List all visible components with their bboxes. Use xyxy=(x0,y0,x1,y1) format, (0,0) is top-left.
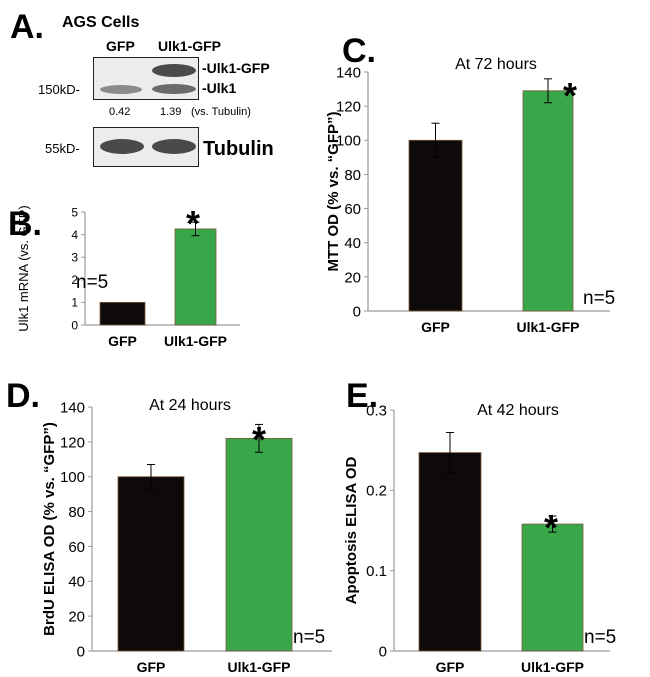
panel-d-y-tick-label: 40 xyxy=(68,574,85,591)
panel-b-y-tick-label: 0 xyxy=(71,318,78,332)
panel-c-x-tick-label-ulk1-gfp: Ulk1-GFP xyxy=(516,319,579,335)
panel-d-x-tick-label-ulk1-gfp: Ulk1-GFP xyxy=(227,659,290,675)
band-label-ulk1-gfp: -Ulk1-GFP xyxy=(202,60,270,76)
panel-c-n-annotation: n=5 xyxy=(583,288,615,309)
panel-d-y-tick-label: 20 xyxy=(68,609,85,626)
ulk1-blot xyxy=(93,57,199,100)
lane-label-ulk1-gfp: Ulk1-GFP xyxy=(158,38,222,54)
panel-e-bar-gfp xyxy=(418,452,482,652)
ratio-ulk1-gfp: 1.39 xyxy=(160,106,182,118)
panel-d-y-tick-label: 140 xyxy=(60,399,85,416)
panel-b-x-tick-label-ulk1-gfp: Ulk1-GFP xyxy=(164,333,227,349)
panel-d-y-tick-label: 120 xyxy=(60,434,85,451)
panel-e-y-tick-label: 0.1 xyxy=(366,563,387,580)
tubulin-band-gfp-lane xyxy=(100,139,144,154)
panel-c-y-tick-label: 40 xyxy=(344,235,361,252)
panel-d-n-annotation: n=5 xyxy=(293,627,325,648)
panel-c-bar-ulk1-gfp xyxy=(522,90,574,312)
panel-d-y-tick-label: 60 xyxy=(68,539,85,556)
panel-b-y-tick-label: 3 xyxy=(71,251,78,265)
panel-c-title: At 72 hours xyxy=(455,56,537,73)
panel-d-title: At 24 hours xyxy=(149,397,231,414)
panel-e-y-tick-label: 0.2 xyxy=(366,483,387,500)
panel-c-x-tick-label-gfp: GFP xyxy=(421,319,450,335)
mw-marker-150kd: 150kD- xyxy=(38,82,80,97)
band-label-ulk1: -Ulk1 xyxy=(202,80,237,96)
panel-e-title: At 42 hours xyxy=(477,402,559,419)
panel-d-bar-gfp xyxy=(117,476,185,652)
panel-c-y-tick-label: 140 xyxy=(336,64,361,81)
panel-a-letter: A. xyxy=(10,8,44,46)
tubulin-blot xyxy=(93,127,199,167)
panel-b-y-tick-label: 5 xyxy=(71,205,78,219)
panel-e-y-tick-label: 0.3 xyxy=(366,402,387,419)
panel-c-letter: C. xyxy=(342,32,376,70)
panel-b-y-tick-label: 2 xyxy=(71,273,78,287)
mw-marker-55kd: 55kD- xyxy=(45,141,80,156)
panel-c-y-tick-label: 120 xyxy=(336,99,361,116)
ulk1-band-gfp-lane xyxy=(100,85,142,94)
panel-e-x-tick-label-ulk1-gfp: Ulk1-GFP xyxy=(521,659,584,675)
panel-e-x-tick-label-gfp: GFP xyxy=(436,659,465,675)
ratio-gfp: 0.42 xyxy=(109,106,131,118)
panel-d-letter: D. xyxy=(6,377,40,415)
panel-e-y-tick-label: 0 xyxy=(379,643,387,660)
panel-b-y-axis-label: Ulk1 mRNA (vs. GFP) xyxy=(16,205,31,331)
panel-e-y-axis-label: Apoptosis ELISA OD xyxy=(343,456,360,604)
panel-c-y-tick-label: 60 xyxy=(344,201,361,218)
panel-d-y-axis-label: BrdU ELISA OD (% vs. “GFP”) xyxy=(41,422,58,636)
panel-b-n-annotation: n=5 xyxy=(76,272,108,293)
panel-b-significance-star: * xyxy=(186,203,200,244)
panel-b-y-tick-label: 4 xyxy=(71,228,78,242)
panel-c-y-tick-label: 100 xyxy=(336,133,361,150)
panel-e-letter: E. xyxy=(346,377,378,415)
panel-b-y-tick-label: 1 xyxy=(71,296,78,310)
panel-c-y-axis-label: MTT OD (% vs. “GFP”) xyxy=(325,111,342,271)
panel-a-title: AGS Cells xyxy=(62,14,140,31)
tubulin-band-ulk1-lane xyxy=(152,139,196,154)
panel-c-y-tick-label: 80 xyxy=(344,167,361,184)
panel-b-letter: B. xyxy=(8,205,42,243)
ulk1-band-ulk1-lane xyxy=(152,84,196,94)
ratio-note: (vs. Tubulin) xyxy=(191,106,251,118)
tubulin-label: Tubulin xyxy=(203,138,274,160)
ulk1-gfp-band xyxy=(152,64,196,77)
panel-d-y-tick-label: 0 xyxy=(77,643,85,660)
panel-d-y-tick-label: 100 xyxy=(60,469,85,486)
panel-b-bar-ulk1-gfp xyxy=(174,228,217,326)
panel-b-bar-gfp xyxy=(99,301,146,326)
panel-e-bar-ulk1-gfp xyxy=(521,523,584,652)
panel-d-y-tick-label: 80 xyxy=(68,504,85,521)
lane-label-gfp: GFP xyxy=(106,38,135,54)
panel-c-significance-star: * xyxy=(563,75,577,116)
panel-d-significance-star: * xyxy=(252,419,266,460)
panel-b-x-tick-label-gfp: GFP xyxy=(108,333,137,349)
panel-d-x-tick-label-gfp: GFP xyxy=(137,659,166,675)
panel-d-bar-ulk1-gfp xyxy=(225,437,293,652)
panel-e-n-annotation: n=5 xyxy=(584,627,616,648)
panel-c-y-tick-label: 20 xyxy=(344,269,361,286)
panel-e-significance-star: * xyxy=(544,507,558,548)
panel-c-bar-gfp xyxy=(408,139,463,312)
panel-c-y-tick-label: 0 xyxy=(353,303,361,320)
